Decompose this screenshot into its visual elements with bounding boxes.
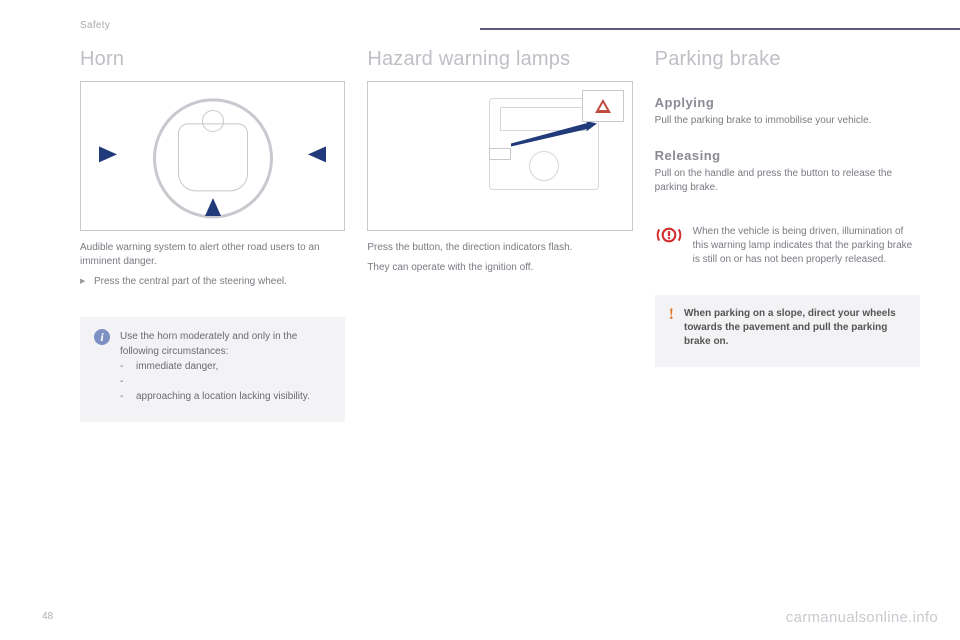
col-hazard: Hazard warning lamps Press the button, t… [367,48,632,422]
horn-info-item: immediate danger, [136,359,331,374]
page-grid: Horn Audible warning system to alert oth… [80,48,920,422]
header-rule [480,28,960,30]
horn-desc: Audible warning system to alert other ro… [80,241,345,269]
horn-info-item [136,374,331,389]
parking-brake-lamp-icon [655,225,683,250]
hazard-desc1: Press the button, the direction indicato… [367,241,632,255]
hazard-desc2: They can operate with the ignition off. [367,261,632,275]
horn-info-lead: Use the horn moderately and only in the … [120,329,331,359]
hazard-button-icon [489,148,511,160]
hazard-title: Hazard warning lamps [367,48,632,71]
horn-illustration [80,81,345,231]
arrow-left-icon [99,146,117,162]
header-category: Safety [80,20,110,31]
arrow-right-icon [308,146,326,162]
horn-info-item: approaching a location lacking visibilit… [136,389,331,404]
brake-lamp-row: When the vehicle is being driven, illumi… [655,225,920,267]
col-parking: Parking brake Applying Pull the parking … [655,48,920,422]
slope-warning-callout: ! When parking on a slope, direct your w… [655,295,920,367]
horn-info-callout: i Use the horn moderately and only in th… [80,317,345,422]
horn-action: Press the central part of the steering w… [80,275,345,289]
col-horn: Horn Audible warning system to alert oth… [80,48,345,422]
hazard-illustration [367,81,632,231]
watermark: carmanualsonline.info [786,609,938,626]
releasing-text: Pull on the handle and press the button … [655,167,920,195]
horn-title: Horn [80,48,345,71]
hazard-triangle-inset [582,90,624,122]
warning-icon: ! [669,307,674,349]
hazard-triangle-icon [595,99,611,113]
parking-title: Parking brake [655,48,920,71]
applying-text: Pull the parking brake to immobilise you… [655,114,920,128]
applying-heading: Applying [655,95,920,110]
brake-lamp-text: When the vehicle is being driven, illumi… [693,225,920,267]
info-icon: i [94,329,110,345]
page-number: 48 [42,611,53,622]
releasing-heading: Releasing [655,148,920,163]
slope-warning-text: When parking on a slope, direct your whe… [684,307,906,349]
arrow-up-icon [205,198,221,216]
